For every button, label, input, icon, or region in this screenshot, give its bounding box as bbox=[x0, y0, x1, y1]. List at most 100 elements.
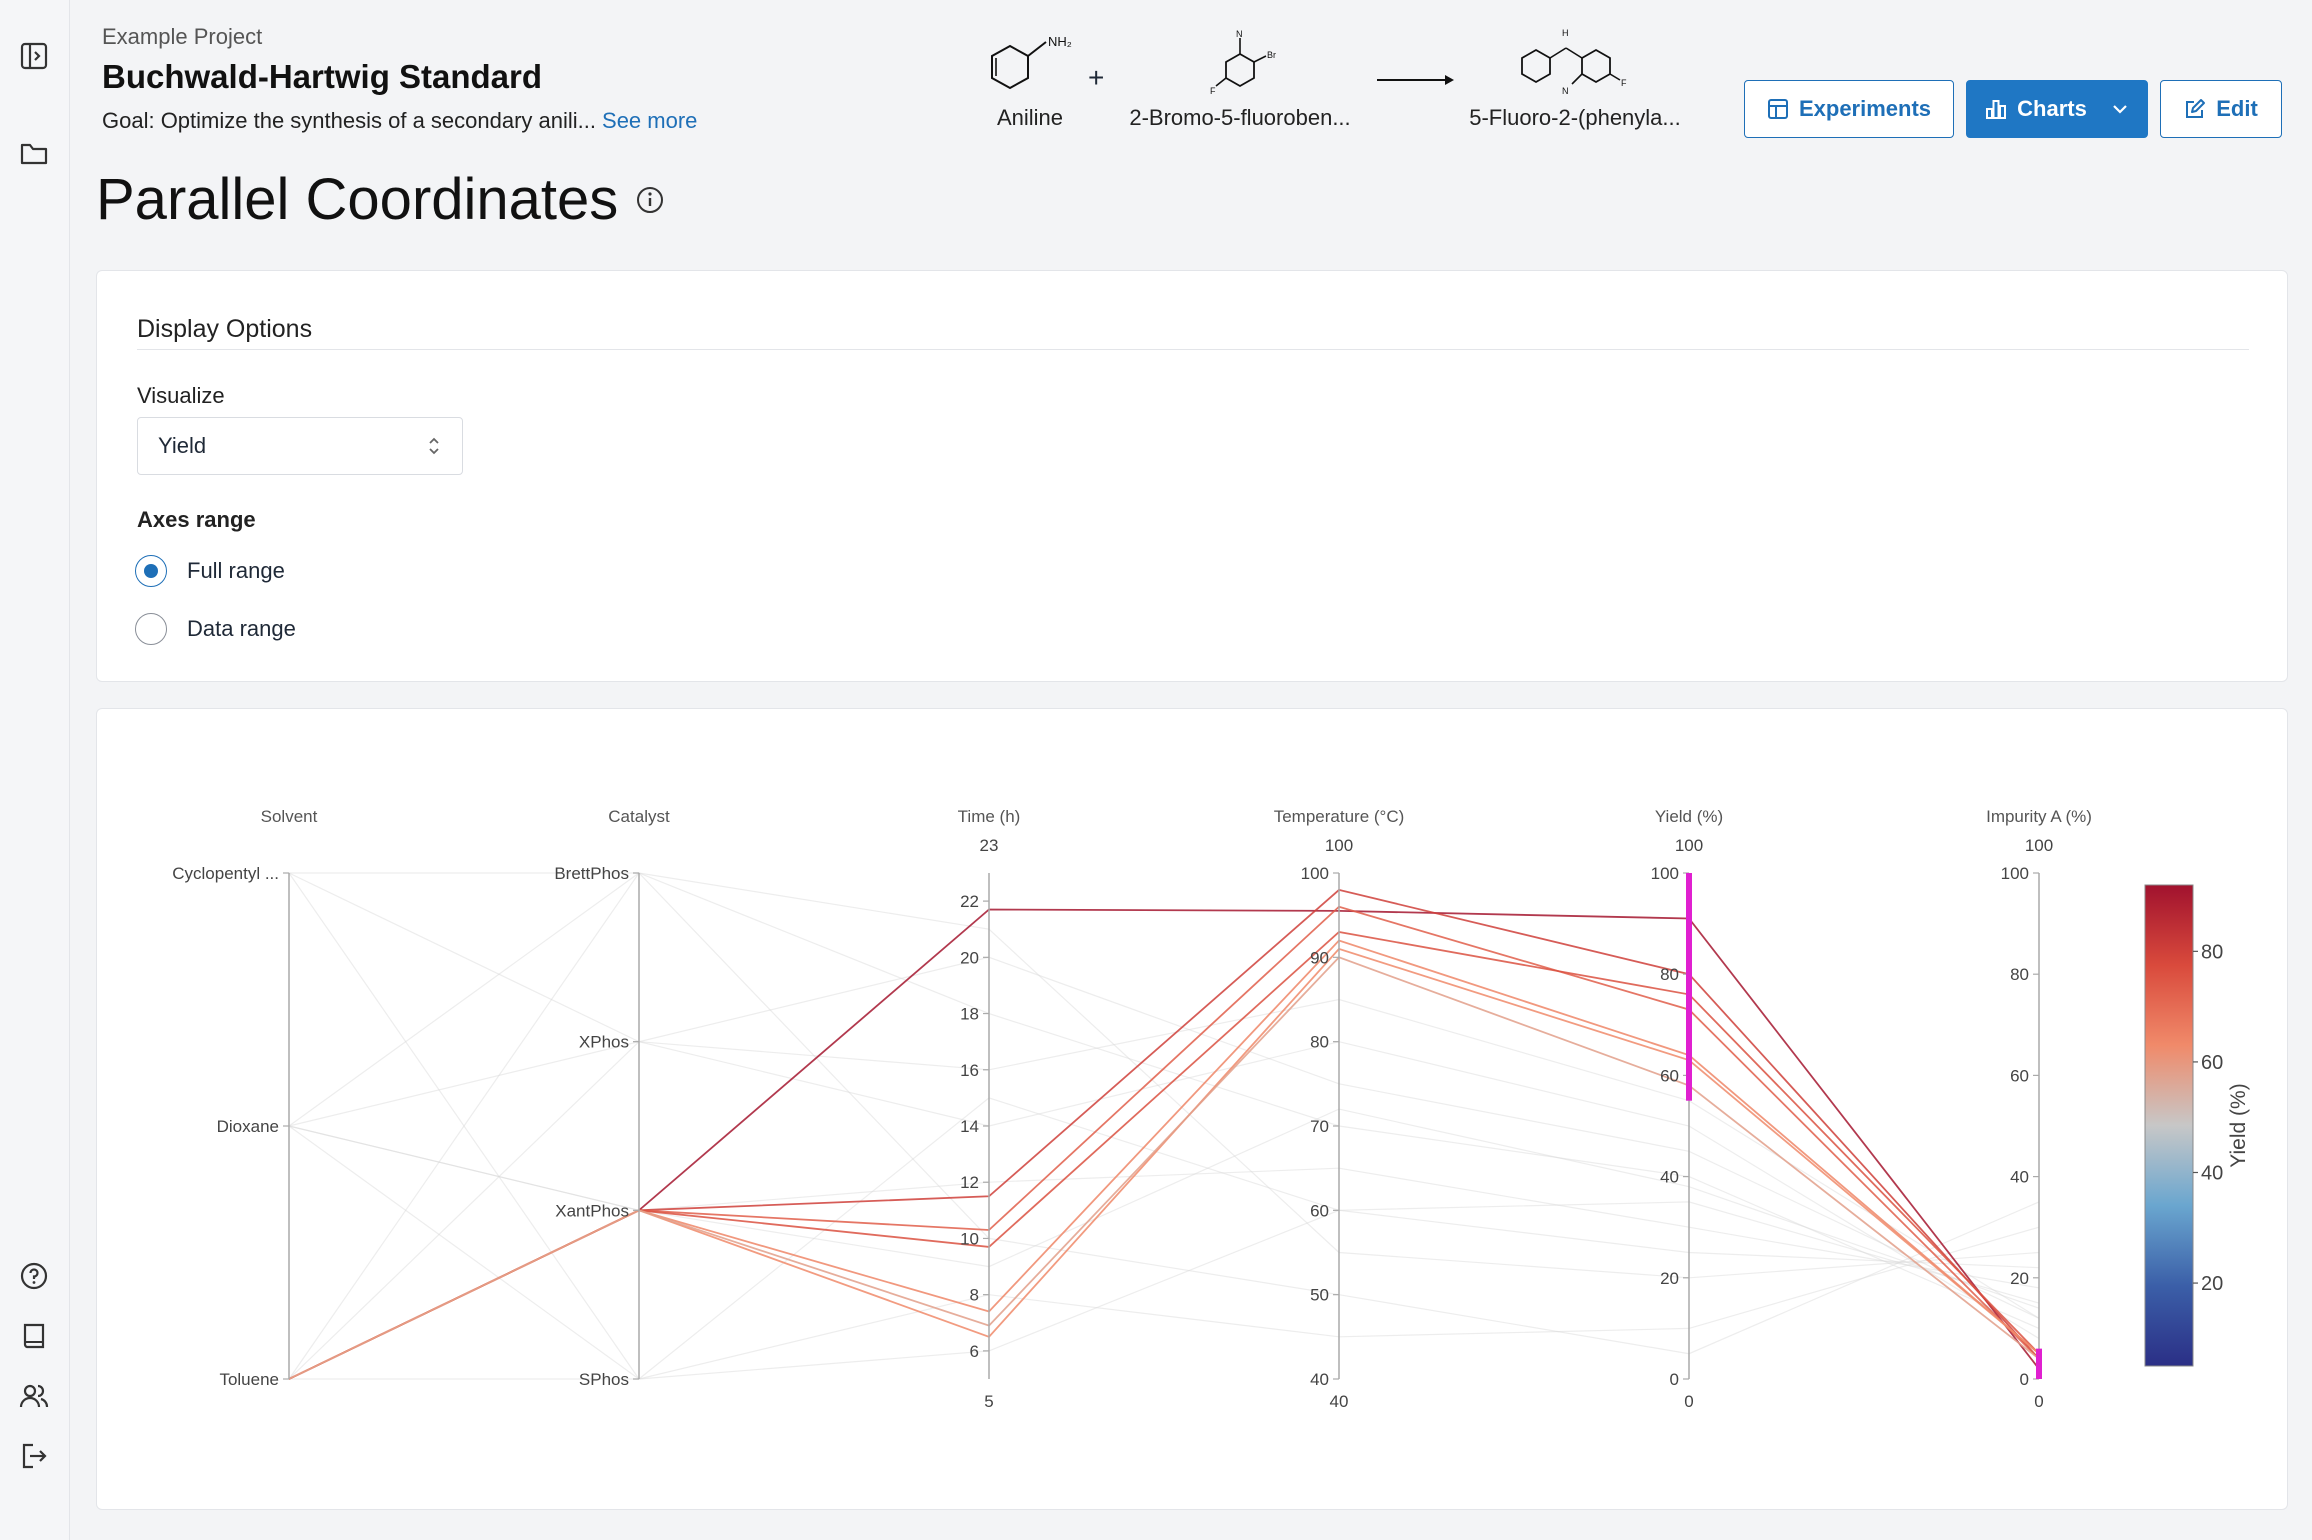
radio-data-range-button[interactable] bbox=[135, 613, 167, 645]
axis-max-label: 100 bbox=[2025, 836, 2053, 855]
axis-constraint-range bbox=[2036, 1348, 2042, 1379]
reactant2-label: 2-Bromo-5-fluoroben... bbox=[1129, 105, 1351, 130]
axis: Solvent Toluene Dioxane Cyclopentyl ... bbox=[172, 807, 317, 1389]
tick-label: 80 bbox=[1310, 1033, 1329, 1052]
tick-label: 6 bbox=[970, 1342, 979, 1361]
tick-label: 20 bbox=[2010, 1269, 2029, 1288]
experiment-line bbox=[288, 1125, 2040, 1380]
colorbar-tick-label: 40 bbox=[2201, 1162, 2223, 1184]
svg-text:N: N bbox=[1562, 86, 1569, 96]
tick-label: 0 bbox=[2020, 1370, 2029, 1389]
experiment-line bbox=[288, 872, 2040, 1380]
svg-text:F: F bbox=[1621, 78, 1627, 88]
info-icon[interactable] bbox=[636, 186, 664, 214]
reaction-arrow bbox=[1377, 75, 1454, 85]
svg-text:NH₂: NH₂ bbox=[1048, 34, 1072, 49]
axis: Yield (%) 100 00 20 40 60 80 100 bbox=[1651, 807, 1724, 1411]
reactant-bromide: N Br F 2-Bromo-5-fluoroben... bbox=[1120, 28, 1360, 131]
axis-title: Solvent bbox=[261, 807, 318, 826]
book-icon[interactable] bbox=[14, 1316, 54, 1356]
svg-text:F: F bbox=[1210, 86, 1216, 96]
tick-label: Toluene bbox=[219, 1370, 279, 1389]
see-more-link[interactable]: See more bbox=[602, 108, 698, 133]
tick-label: 22 bbox=[960, 892, 979, 911]
tick-label: XantPhos bbox=[555, 1201, 629, 1220]
visualize-select[interactable]: Yield bbox=[137, 417, 463, 475]
chart-panel: Solvent Toluene Dioxane Cyclopentyl ... Cata… bbox=[96, 708, 2288, 1510]
experiment-title: Buchwald-Hartwig Standard bbox=[102, 58, 543, 95]
axis-title: Time (h) bbox=[958, 807, 1021, 826]
product-structure: H F N bbox=[1521, 28, 1627, 96]
tick-label: 60 bbox=[2010, 1066, 2029, 1085]
radio-full-range-button[interactable] bbox=[135, 555, 167, 587]
axis-title: Impurity A (%) bbox=[1986, 807, 2092, 826]
axis-title: Yield (%) bbox=[1655, 807, 1723, 826]
sidebar bbox=[0, 0, 70, 1540]
charts-button-label: Charts bbox=[2017, 96, 2087, 121]
radio-data-range-label: Data range bbox=[187, 616, 296, 641]
tick-label: 0 bbox=[1670, 1370, 1679, 1389]
logout-icon[interactable] bbox=[14, 1436, 54, 1476]
tick-label: 80 bbox=[1660, 965, 1679, 984]
edit-button[interactable]: Edit bbox=[2160, 80, 2282, 138]
display-options-panel: Display Options Visualize Yield Axes ran… bbox=[96, 270, 2288, 682]
help-icon[interactable] bbox=[14, 1256, 54, 1296]
chevron-down-icon bbox=[2113, 105, 2127, 114]
project-name[interactable]: Example Project bbox=[102, 24, 263, 49]
axis-constraint-range bbox=[1686, 873, 1692, 1101]
bromofluorobenzonitrile-structure: N Br F bbox=[1210, 29, 1276, 96]
chevron-up-down-icon bbox=[429, 437, 439, 455]
goal-summary: Goal: Optimize the synthesis of a second… bbox=[102, 108, 597, 133]
edit-button-label: Edit bbox=[2216, 96, 2258, 121]
plus-sign: + bbox=[1088, 62, 1105, 93]
tick-label: 40 bbox=[1310, 1370, 1329, 1389]
colorbar-tick-label: 60 bbox=[2201, 1052, 2223, 1074]
tick-label: 60 bbox=[1310, 1201, 1329, 1220]
axis-min-label: 0 bbox=[2034, 1392, 2043, 1411]
tick-label: 90 bbox=[1310, 948, 1329, 967]
users-icon[interactable] bbox=[14, 1376, 54, 1416]
axis-title: Catalyst bbox=[608, 807, 670, 826]
colorbar bbox=[2144, 884, 2194, 1367]
axis: Time (h) 23 5 6 8 10 12 14 16 18 20 22 bbox=[958, 807, 1021, 1411]
svg-text:H: H bbox=[1562, 28, 1569, 38]
experiment-line bbox=[288, 1108, 2040, 1309]
experiments-button[interactable]: Experiments bbox=[1744, 80, 1954, 138]
experiment-header: Example Project Buchwald-Hartwig Standar… bbox=[102, 24, 697, 134]
tick-label: SPhos bbox=[579, 1370, 629, 1389]
radio-data-range[interactable]: Data range bbox=[135, 613, 296, 645]
axis-max-label: 23 bbox=[980, 836, 999, 855]
reactant1-label: Aniline bbox=[996, 105, 1064, 130]
svg-text:Br: Br bbox=[1267, 50, 1276, 60]
table-icon bbox=[1767, 99, 1788, 119]
folder-icon[interactable] bbox=[14, 134, 54, 174]
tick-label: 50 bbox=[1310, 1286, 1329, 1305]
parallel-coordinates-chart[interactable]: Solvent Toluene Dioxane Cyclopentyl ... Cata… bbox=[97, 709, 2289, 1511]
tick-label: Cyclopentyl ... bbox=[172, 864, 279, 883]
axis: Impurity A (%) 100 00 20 40 60 80 100 bbox=[1986, 807, 2092, 1411]
goal-text: Goal: Optimize the synthesis of a second… bbox=[102, 108, 697, 134]
experiment-line bbox=[288, 939, 2040, 1380]
tick-label: 100 bbox=[1301, 864, 1329, 883]
experiment-lines bbox=[288, 872, 2040, 1380]
experiment-line bbox=[288, 1125, 2040, 1289]
experiment-line bbox=[289, 1209, 2040, 1380]
tick-label: 100 bbox=[2001, 864, 2029, 883]
sidebar-toggle-icon[interactable] bbox=[14, 36, 54, 76]
axis-max-label: 100 bbox=[1675, 836, 1703, 855]
colorbar-tick-label: 20 bbox=[2201, 1273, 2223, 1295]
experiment-line bbox=[288, 908, 2040, 1380]
radio-full-range[interactable]: Full range bbox=[135, 555, 285, 587]
tick-label: XPhos bbox=[579, 1033, 629, 1052]
tick-label: 40 bbox=[1660, 1168, 1679, 1187]
experiment-line bbox=[288, 872, 2040, 1380]
display-options-title: Display Options bbox=[137, 315, 313, 343]
experiment-line bbox=[288, 1041, 2040, 1380]
axis-min-label: 5 bbox=[984, 1392, 993, 1411]
charts-button[interactable]: Charts bbox=[1966, 80, 2148, 138]
colorbar-title: Yield (%) bbox=[2227, 1083, 2250, 1167]
axis-max-label: 100 bbox=[1325, 836, 1353, 855]
tick-label: Dioxane bbox=[217, 1117, 279, 1136]
tick-label: 100 bbox=[1651, 864, 1679, 883]
